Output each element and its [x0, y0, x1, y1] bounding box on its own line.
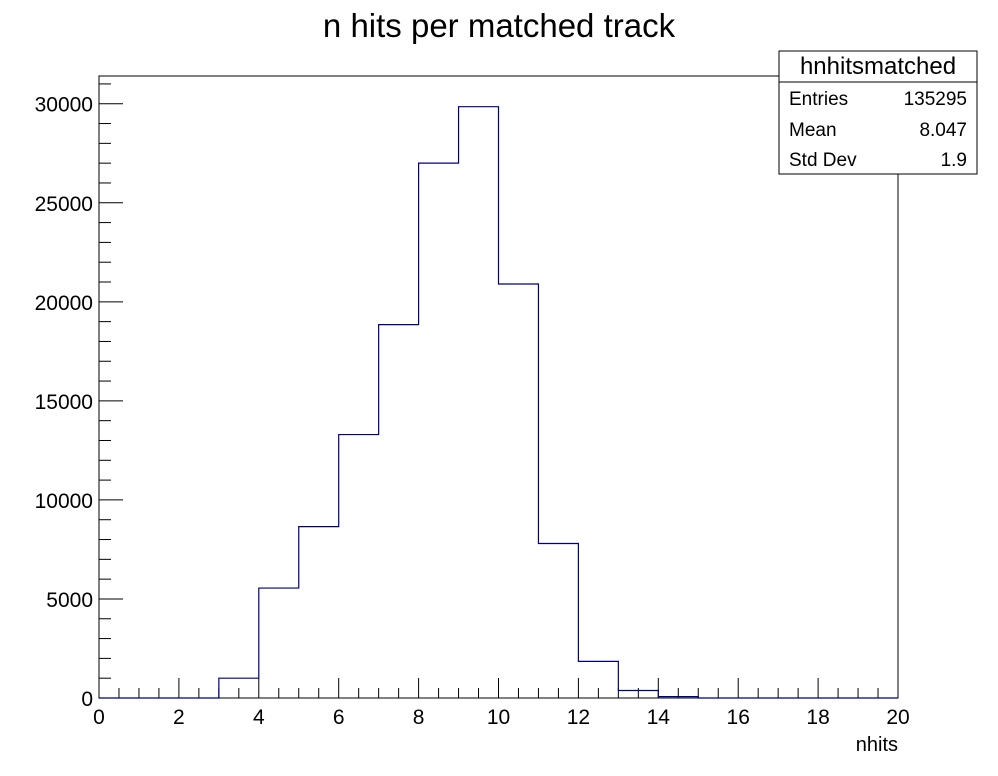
stats-entries-label: Entries [789, 89, 848, 110]
x-tick-label: 18 [806, 706, 829, 729]
chart-title: n hits per matched track [323, 7, 676, 44]
stats-stddev-value: 1.9 [941, 150, 967, 171]
y-axis-tick-labels: 0 5000 10000 15000 20000 25000 30000 [35, 94, 93, 711]
stats-stddev-label: Std Dev [789, 150, 857, 171]
x-axis-tick-labels: 0 2 4 6 8 10 12 14 16 18 20 [93, 706, 910, 729]
x-axis-title: nhits [856, 734, 898, 756]
y-tick-label: 20000 [35, 292, 93, 315]
y-tick-label: 25000 [35, 193, 93, 216]
x-tick-label: 4 [253, 706, 265, 729]
stats-box-frame [778, 50, 978, 175]
x-tick-label: 16 [727, 706, 750, 729]
stats-mean-value: 8.047 [919, 120, 967, 141]
x-tick-label: 6 [333, 706, 345, 729]
x-tick-label: 12 [567, 706, 590, 729]
y-tick-label: 0 [81, 688, 93, 711]
x-tick-label: 0 [93, 706, 105, 729]
y-tick-label: 30000 [35, 94, 93, 117]
stats-box-title: hnhitsmatched [800, 53, 956, 80]
y-tick-label: 5000 [46, 589, 93, 612]
x-tick-label: 10 [487, 706, 510, 729]
stats-mean-label: Mean [789, 120, 837, 141]
stats-box: hnhitsmatched Entries 135295 Mean 8.047 … [778, 50, 978, 175]
y-tick-label: 15000 [35, 391, 93, 414]
x-tick-label: 14 [647, 706, 671, 729]
y-axis-ticks [99, 83, 123, 699]
x-axis-ticks [98, 678, 899, 698]
stats-entries-value: 135295 [904, 89, 967, 110]
histogram-series-line [99, 106, 898, 699]
x-tick-label: 2 [173, 706, 185, 729]
y-tick-label: 10000 [35, 490, 93, 513]
x-tick-label: 8 [413, 706, 425, 729]
x-tick-label: 20 [886, 706, 909, 729]
